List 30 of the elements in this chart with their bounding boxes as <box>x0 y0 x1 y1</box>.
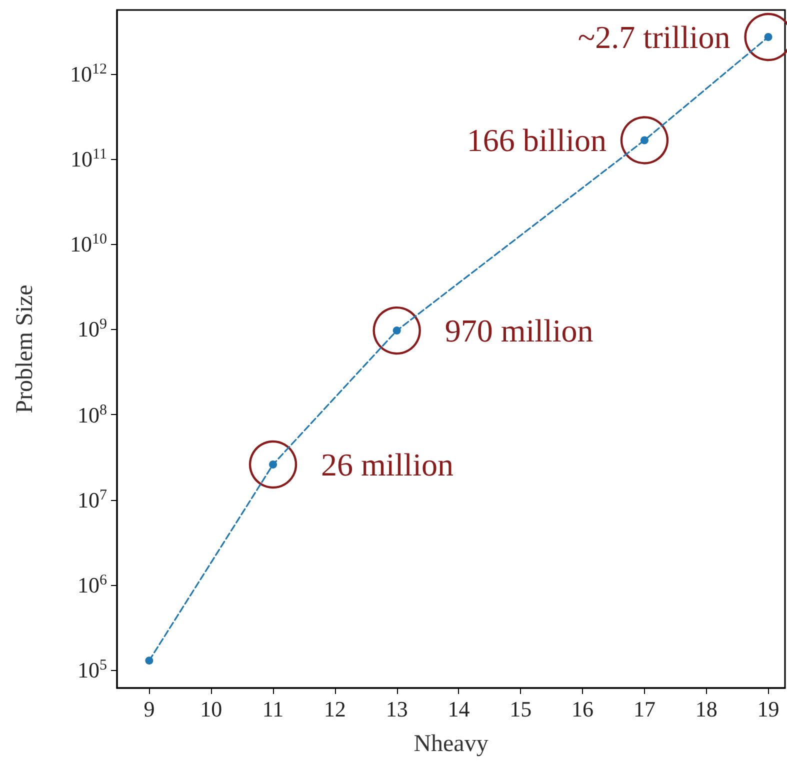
y-tick-label: 10$^{10}$ <box>70 232 107 257</box>
point <box>764 33 772 41</box>
x-tick-label: 9 <box>144 696 155 722</box>
x-tick-label: 15 <box>510 696 532 722</box>
point <box>145 656 154 665</box>
point <box>392 326 401 335</box>
y-tick-label: 10$^{11}$ <box>70 146 107 172</box>
annotation: ~2.7 trillion <box>578 19 730 55</box>
annotation: 166 billion <box>466 122 606 158</box>
x-tick-label: 19 <box>757 696 780 722</box>
y-tick-label: 10$^{5}$ <box>78 658 107 683</box>
y-axis-title: Problem Size <box>12 284 38 414</box>
x-tick-label: 17 <box>633 696 656 722</box>
y-tick-label: 10$^{6}$ <box>78 572 107 598</box>
x-tick-label: 10 <box>200 696 222 722</box>
annotation: 26 million <box>321 446 454 482</box>
annotation: 970 million <box>444 312 594 349</box>
x-tick-label: 12 <box>324 696 346 722</box>
x-tick-label: 13 <box>386 696 408 722</box>
y-tick-label: 10$^{7}$ <box>78 487 107 513</box>
x-axis-title: Nheavy <box>414 731 488 757</box>
y-tick-label: 10$^{12}$ <box>70 61 107 86</box>
point <box>640 136 648 144</box>
point <box>269 460 278 468</box>
y-tick-label: 10$^{8}$ <box>78 402 107 428</box>
y-tick-label: 10$^{9}$ <box>78 316 107 342</box>
x-tick-label: 14 <box>448 696 470 722</box>
x-tick-label: 18 <box>695 696 718 722</box>
x-tick-label: 16 <box>572 696 594 722</box>
x-tick-label: 11 <box>262 696 284 722</box>
